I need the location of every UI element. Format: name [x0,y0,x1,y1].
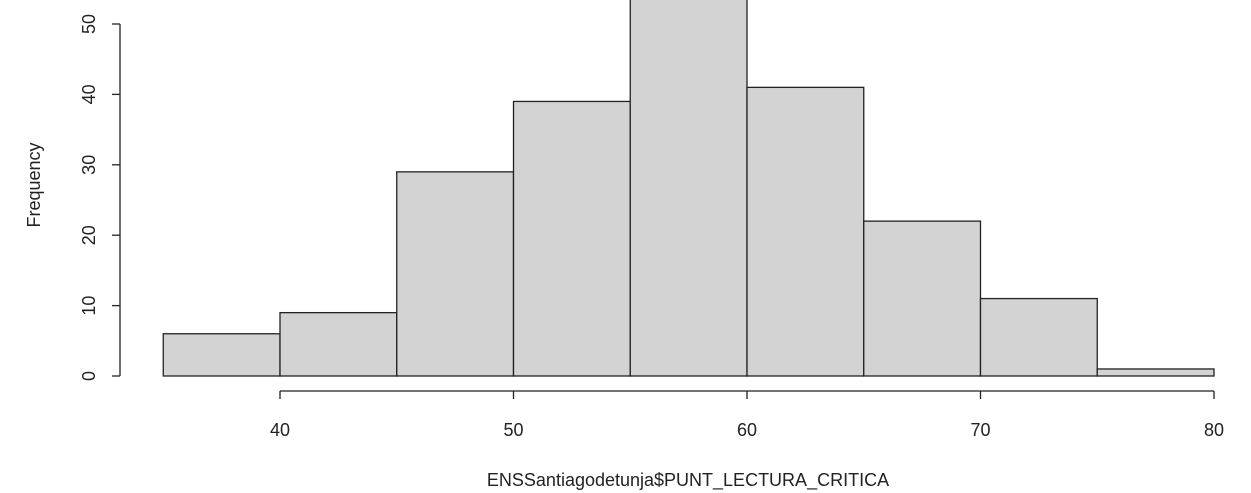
y-tick-label: 0 [79,371,99,381]
x-tick-label: 50 [503,420,523,440]
y-tick-label: 40 [79,84,99,104]
histogram-bar [979,297,1098,377]
histogram-bar [512,100,631,377]
y-tick-label: 30 [79,155,99,175]
histogram-bar [746,86,865,377]
x-axis: 40 50 60 70 80 [270,390,1224,440]
y-axis: 0 10 20 30 40 50 [79,14,121,381]
histogram-bar [396,171,515,377]
histogram-bar [1096,368,1215,377]
histogram-bar [863,220,982,377]
histogram-bars [162,0,1215,377]
x-tick-label: 60 [737,420,757,440]
histogram-bar [279,311,398,377]
x-tick-label: 40 [270,420,290,440]
y-tick-label: 20 [79,225,99,245]
x-axis-label: ENSSantiagodetunja$PUNT_LECTURA_CRITICA [487,470,889,491]
x-tick-label: 80 [1204,420,1224,440]
y-tick-label: 50 [79,14,99,34]
histogram-bar [629,0,748,377]
y-tick-label: 10 [79,296,99,316]
histogram-bar [162,333,281,377]
y-axis-label: Frequency [24,142,44,227]
x-tick-label: 70 [970,420,990,440]
